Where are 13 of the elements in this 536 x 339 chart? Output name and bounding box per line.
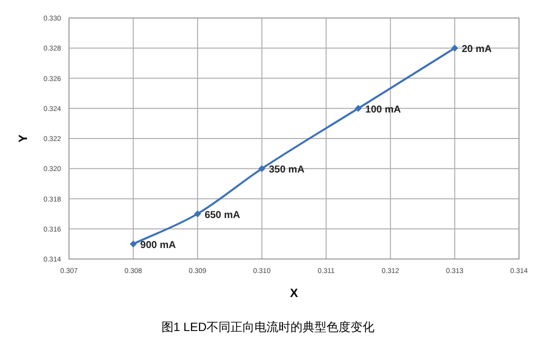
annotation: 650 mA xyxy=(204,210,240,221)
annotation: 900 mA xyxy=(140,240,176,251)
point xyxy=(130,240,137,248)
annotation: 20 mA xyxy=(462,44,492,56)
text: 图1 LED不同正向电流时的典型色度变化 xyxy=(161,320,375,334)
point xyxy=(451,44,458,52)
point xyxy=(194,210,202,218)
y-axis-title: Y xyxy=(16,134,30,143)
x-axis-title: X xyxy=(290,286,298,300)
point xyxy=(354,104,362,112)
point xyxy=(258,165,266,172)
annotation: 350 mA xyxy=(268,164,304,176)
annotation: 100 mA xyxy=(365,104,401,116)
